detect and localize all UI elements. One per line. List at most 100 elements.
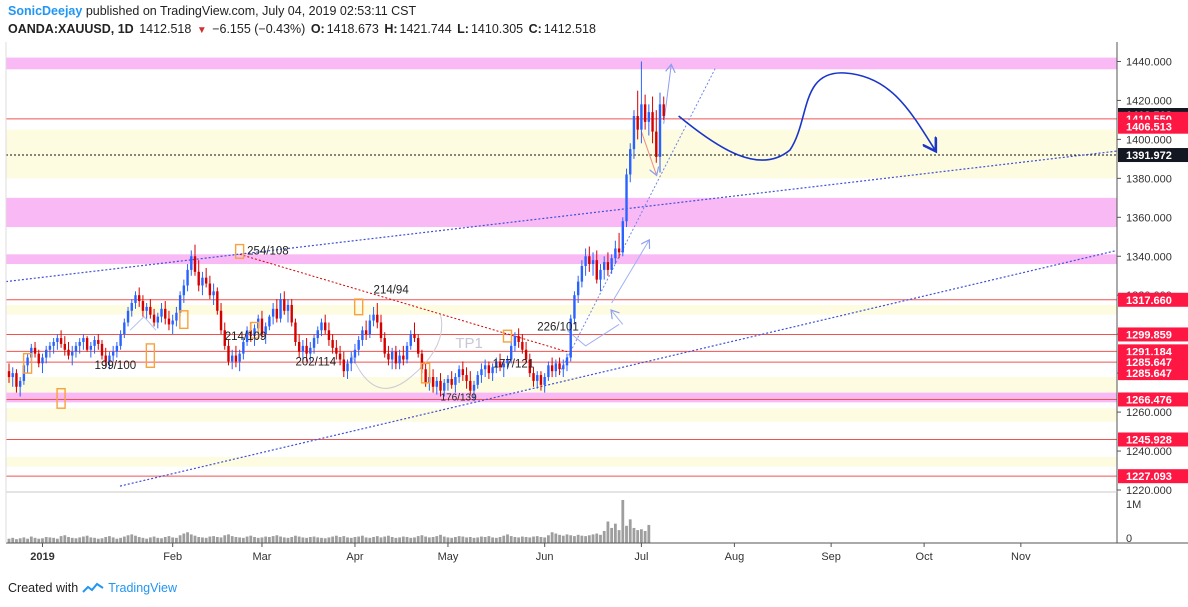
support-zone bbox=[6, 408, 1117, 422]
candle-body bbox=[305, 345, 308, 354]
volume-bar bbox=[450, 537, 454, 543]
candle-body bbox=[424, 369, 427, 383]
candle-body bbox=[238, 353, 241, 362]
volume-bar bbox=[145, 538, 149, 543]
candle-body bbox=[435, 380, 438, 387]
candle bbox=[186, 264, 189, 292]
candle-body bbox=[82, 338, 85, 342]
author-link[interactable]: SonicDeejay bbox=[8, 4, 83, 18]
price-tick-label: 1220.000 bbox=[1126, 485, 1172, 497]
candle-body bbox=[260, 318, 264, 335]
candle-body bbox=[201, 277, 204, 286]
candle-body bbox=[647, 112, 651, 122]
candle bbox=[182, 279, 186, 304]
candle bbox=[510, 341, 513, 364]
volume-bar bbox=[160, 538, 163, 543]
candle-body bbox=[67, 349, 70, 356]
volume-bar bbox=[640, 529, 643, 543]
price-label-bg bbox=[1118, 432, 1188, 447]
candle-body bbox=[498, 361, 502, 368]
symbol-label[interactable]: OANDA:XAUUSD, 1D bbox=[8, 22, 134, 36]
volume-bar bbox=[33, 537, 37, 543]
candle bbox=[245, 326, 249, 346]
candle bbox=[56, 334, 59, 350]
volume-bar bbox=[398, 537, 401, 543]
candle bbox=[472, 380, 476, 401]
candle bbox=[443, 378, 446, 397]
candle-body bbox=[338, 353, 342, 360]
candle bbox=[580, 260, 584, 288]
drawings-layer bbox=[6, 65, 1117, 487]
candle bbox=[134, 291, 137, 309]
price-label-text: 1299.859 bbox=[1126, 329, 1172, 341]
candle-body bbox=[208, 283, 212, 296]
volume-bar bbox=[550, 532, 554, 543]
candle-body bbox=[97, 340, 100, 344]
volume-bar bbox=[353, 536, 357, 543]
candle-body bbox=[160, 308, 163, 317]
volume-bar bbox=[264, 536, 268, 543]
tradingview-brand[interactable]: TradingView bbox=[108, 581, 177, 595]
candle bbox=[483, 359, 487, 378]
annotation-label: 254/108 bbox=[247, 245, 289, 257]
high-value: 1421.744 bbox=[399, 22, 452, 36]
candle-body bbox=[245, 330, 249, 342]
volume-bar bbox=[342, 536, 346, 543]
annotation-label: 176/139 bbox=[441, 392, 478, 403]
volume-bar bbox=[44, 536, 48, 543]
candle-body bbox=[268, 316, 271, 327]
candle-body bbox=[390, 351, 394, 360]
price-label: 1391.972 bbox=[1118, 148, 1188, 163]
candle bbox=[82, 334, 85, 350]
volume-bar bbox=[561, 535, 565, 543]
volume-bar bbox=[621, 500, 625, 543]
candle-body bbox=[264, 326, 267, 335]
swing-box bbox=[249, 321, 260, 339]
annotation-label: 199/100 bbox=[95, 360, 137, 372]
candle bbox=[264, 322, 267, 344]
volume-bar bbox=[554, 533, 558, 543]
candle-body bbox=[558, 363, 561, 370]
volume-bar bbox=[156, 537, 160, 543]
candle bbox=[297, 334, 301, 358]
candle bbox=[219, 303, 223, 335]
candle bbox=[573, 291, 576, 325]
volume-bar bbox=[401, 536, 405, 543]
candle-body bbox=[26, 357, 29, 366]
candle bbox=[502, 359, 505, 378]
volume-bar bbox=[409, 537, 413, 543]
axes-layer: 1440.000 1420.000 1400.000 1380.000 1360.000… bbox=[5, 42, 1188, 563]
candle-body bbox=[502, 363, 505, 368]
volume-bar bbox=[305, 537, 308, 543]
candle bbox=[138, 287, 141, 307]
volume-bar bbox=[580, 535, 584, 543]
candle-body bbox=[123, 322, 126, 335]
candle bbox=[647, 104, 651, 136]
candle bbox=[320, 318, 323, 337]
candle bbox=[78, 338, 81, 354]
low-value: 1410.305 bbox=[470, 22, 524, 36]
candle bbox=[595, 250, 598, 284]
candle bbox=[651, 96, 654, 144]
time-tick-label: Feb bbox=[163, 551, 182, 563]
candle bbox=[368, 314, 372, 339]
volume-bar bbox=[89, 537, 93, 543]
candle bbox=[405, 341, 409, 364]
price-label: 1406.513 bbox=[1118, 119, 1188, 134]
candle-body bbox=[283, 299, 286, 311]
volume-bar bbox=[427, 537, 431, 543]
price-label-bg bbox=[1118, 148, 1188, 163]
volume-bar bbox=[282, 537, 286, 543]
candle bbox=[52, 338, 55, 354]
volume-bar bbox=[74, 538, 78, 543]
candle bbox=[617, 232, 621, 259]
volume-bar bbox=[130, 534, 134, 543]
candle-body bbox=[376, 314, 379, 323]
candle-body bbox=[580, 266, 584, 282]
candle bbox=[301, 340, 305, 360]
volume-bar bbox=[509, 536, 513, 543]
candle-body bbox=[335, 347, 338, 354]
candle-body bbox=[443, 382, 446, 391]
candle-body bbox=[48, 345, 52, 350]
